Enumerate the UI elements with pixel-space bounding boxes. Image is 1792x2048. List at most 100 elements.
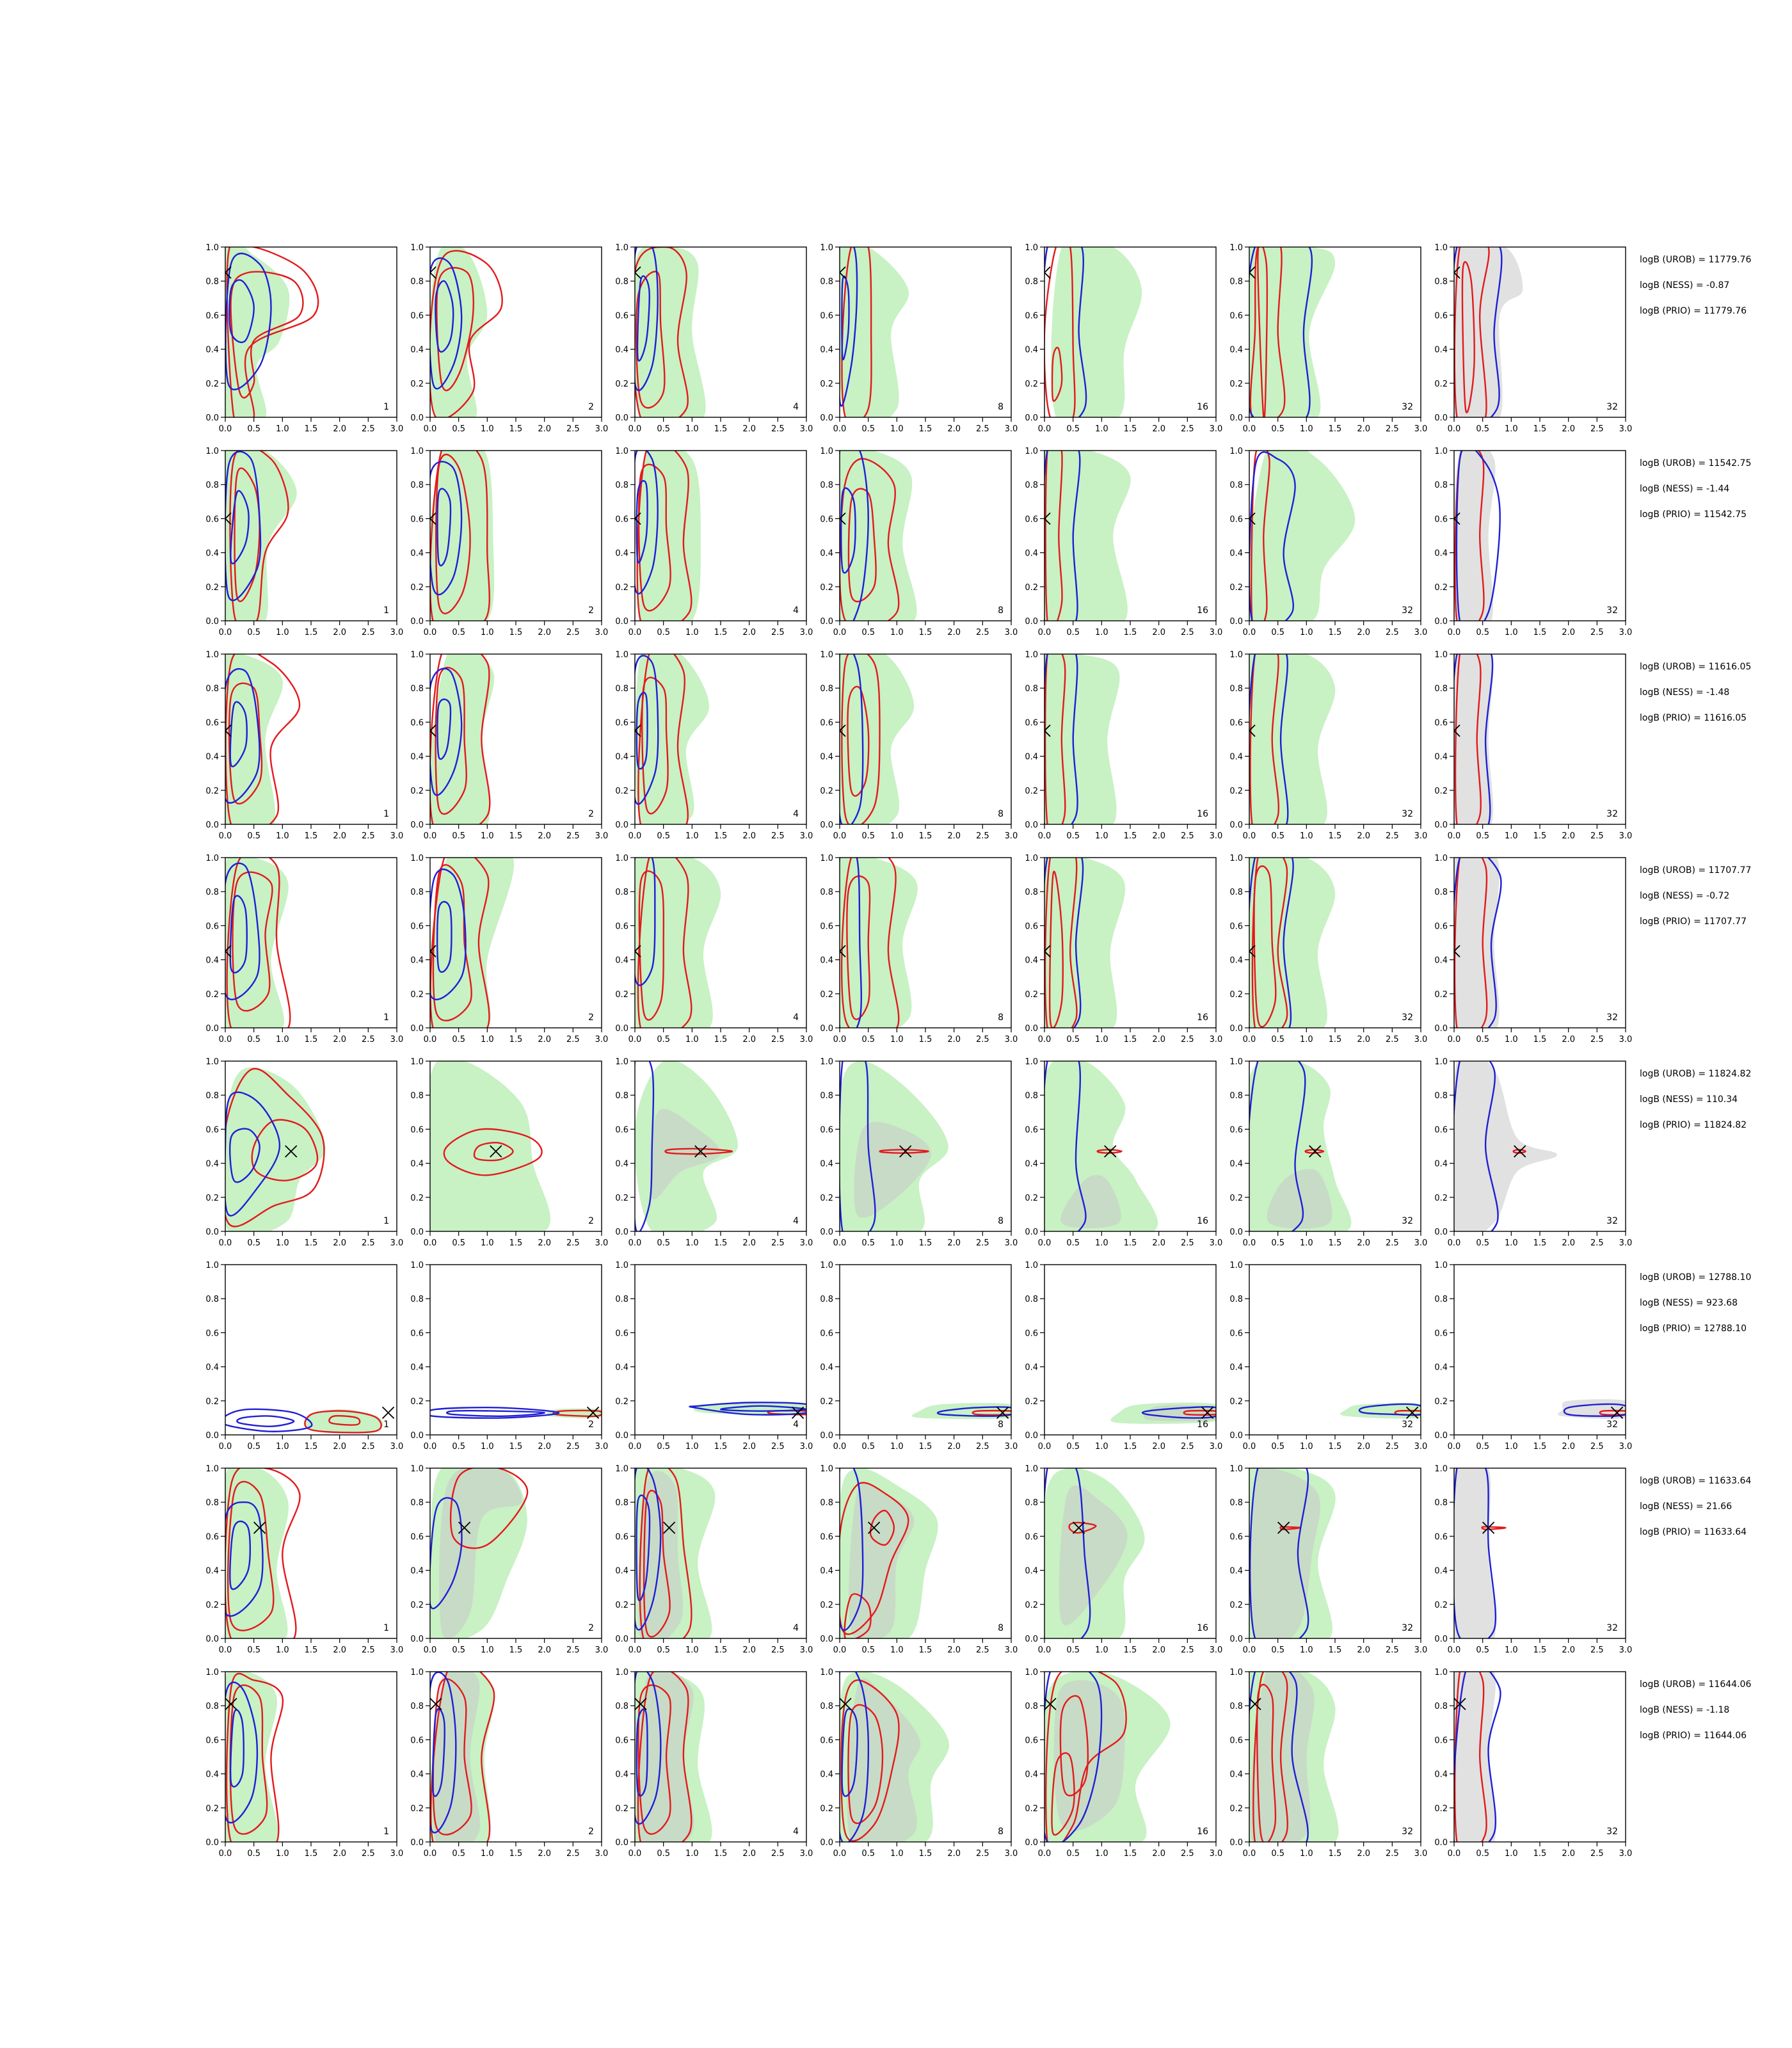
panel-r3-c3: 0.0 0.5 1.0 1.5 2.0 2.5 3.0 0.0 0.2 0.4 0.6 0.8 1.0 4 <box>615 650 813 841</box>
panel-contours <box>1249 1468 1336 1638</box>
green-density-region <box>430 858 514 1028</box>
x-tick-label: 0.5 <box>247 424 260 434</box>
x-tick-label: 0.0 <box>424 424 437 434</box>
panel-count-label: 16 <box>1197 605 1208 616</box>
x-tick-label: 2.0 <box>1562 831 1575 841</box>
red-contour <box>1454 858 1488 1028</box>
x-tick-label: 0.0 <box>628 1849 642 1859</box>
panel-r7-c7: 0.0 0.5 1.0 1.5 2.0 2.5 3.0 0.0 0.2 0.4 0.6 0.8 1.0 3… <box>1434 1464 1632 1655</box>
x-tick-label: 1.0 <box>1300 1645 1313 1655</box>
y-tick-label: 1.0 <box>1434 1464 1448 1474</box>
blue-contour <box>1249 1672 1309 1842</box>
y-tick-label: 0.0 <box>410 1635 424 1644</box>
blue-contour <box>431 1708 445 1797</box>
y-tick-label: 0.0 <box>1434 1431 1448 1441</box>
truth-marker <box>225 724 232 737</box>
panel-r4-c6: 0.0 0.5 1.0 1.5 2.0 2.5 3.0 0.0 0.2 0.4 0.6 0.8 1.0 3… <box>1229 854 1427 1044</box>
panel-count-label: 8 <box>998 402 1004 412</box>
x-tick-label: 1.5 <box>305 1442 318 1452</box>
y-tick-label: 0.2 <box>410 583 424 593</box>
y-tick-label: 0.2 <box>1434 990 1448 1000</box>
x-tick-label: 0.5 <box>657 628 670 637</box>
logb-line: logB (NESS) = -1.44 <box>1640 484 1729 494</box>
x-tick-label: 1.0 <box>1300 1849 1313 1859</box>
truth-marker <box>840 512 846 525</box>
red-contour <box>328 1415 361 1426</box>
y-tick-label: 0.4 <box>410 1567 424 1576</box>
y-tick-label: 0.0 <box>205 1024 219 1034</box>
x-tick-label: 0.5 <box>657 1645 670 1655</box>
x-tick-label: 3.0 <box>1414 1645 1428 1655</box>
y-tick-label: 0.6 <box>205 515 219 524</box>
x-tick-label: 3.0 <box>390 1849 404 1859</box>
x-tick-label: 1.0 <box>276 424 289 434</box>
x-tick-label: 3.0 <box>595 1238 609 1248</box>
y-tick-label: 0.4 <box>820 1160 833 1169</box>
y-tick-label: 0.6 <box>410 1532 424 1542</box>
x-tick-label: 1.5 <box>714 831 728 841</box>
y-tick-label: 0.6 <box>1025 515 1038 524</box>
red-contour <box>226 247 319 417</box>
x-tick-label: 1.5 <box>1329 1849 1342 1859</box>
panel-contours <box>912 1403 1011 1420</box>
panel-r2-c2: 0.0 0.5 1.0 1.5 2.0 2.5 3.0 0.0 0.2 0.4 0.6 0.8 1.0 2 <box>410 447 608 637</box>
x-tick-label: 3.0 <box>1005 1645 1018 1655</box>
logb-line: logB (UROB) = 11644.06 <box>1640 1679 1751 1690</box>
blue-contour <box>430 461 463 596</box>
panel-count-label: 1 <box>383 1216 389 1226</box>
panel-r1-c4: 0.0 0.5 1.0 1.5 2.0 2.5 3.0 0.0 0.2 0.4 0.6 0.8 1.0 8 <box>820 243 1018 434</box>
green-density-region <box>636 451 701 621</box>
panel-r7-c5: 0.0 0.5 1.0 1.5 2.0 2.5 3.0 0.0 0.2 0.4 0.6 0.8 1.0 1… <box>1025 1464 1222 1655</box>
green-density-region <box>635 654 710 824</box>
blue-contour <box>1249 1061 1306 1231</box>
panel-r8-c4: 0.0 0.5 1.0 1.5 2.0 2.5 3.0 0.0 0.2 0.4 0.6 0.8 1.0 8 <box>820 1668 1018 1859</box>
x-tick-label: 0.5 <box>861 1035 875 1044</box>
red-contour <box>234 467 260 602</box>
x-tick-label: 3.0 <box>1619 424 1633 434</box>
x-tick-label: 2.0 <box>1152 628 1165 637</box>
y-tick-label: 0.6 <box>820 1125 833 1135</box>
y-tick-label: 0.2 <box>1025 1397 1038 1407</box>
y-tick-label: 0.6 <box>205 922 219 931</box>
blue-contour <box>936 1406 1011 1417</box>
logb-annotations-r8: logB (UROB) = 11644.06 logB (NESS) = -1.1… <box>1640 1679 1751 1741</box>
y-tick-label: 0.8 <box>820 277 833 287</box>
x-tick-label: 1.5 <box>1329 1035 1342 1044</box>
y-tick-label: 1.0 <box>615 1057 628 1067</box>
x-tick-label: 2.5 <box>1181 1442 1194 1452</box>
y-tick-label: 1.0 <box>1025 854 1038 863</box>
x-tick-label: 2.0 <box>742 1035 756 1044</box>
x-tick-label: 0.0 <box>833 628 847 637</box>
y-tick-label: 0.4 <box>1229 753 1243 762</box>
x-tick-label: 2.5 <box>1386 1442 1399 1452</box>
y-tick-label: 0.8 <box>205 1091 219 1101</box>
truth-marker <box>1454 945 1460 957</box>
panel-count-label: 4 <box>793 1420 799 1430</box>
panel-r5-c3: 0.0 0.5 1.0 1.5 2.0 2.5 3.0 0.0 0.2 0.4 0.6 0.8 1.0 4 <box>615 1057 813 1248</box>
y-tick-label: 0.4 <box>1025 1567 1038 1576</box>
blue-contour <box>719 1405 806 1412</box>
y-tick-label: 0.6 <box>1025 1736 1038 1745</box>
x-tick-label: 1.5 <box>919 1645 932 1655</box>
y-tick-label: 0.2 <box>820 380 833 389</box>
grey-density-region <box>1251 1468 1320 1638</box>
red-contour <box>637 1672 692 1842</box>
x-tick-label: 2.5 <box>1590 424 1604 434</box>
y-tick-label: 0.2 <box>205 1397 219 1407</box>
y-tick-label: 0.6 <box>615 1736 628 1745</box>
panel-r4-c5: 0.0 0.5 1.0 1.5 2.0 2.5 3.0 0.0 0.2 0.4 0.6 0.8 1.0 1… <box>1025 854 1222 1044</box>
blue-contour <box>636 480 648 564</box>
x-tick-label: 1.5 <box>919 1849 932 1859</box>
y-tick-label: 0.2 <box>820 1397 833 1407</box>
red-contour <box>304 1410 382 1434</box>
logb-line: logB (NESS) = -1.48 <box>1640 687 1729 698</box>
y-tick-label: 0.0 <box>820 1635 833 1644</box>
x-tick-label: 0.0 <box>1448 628 1461 637</box>
red-contour <box>443 1128 543 1176</box>
y-tick-label: 0.8 <box>615 1091 628 1101</box>
y-tick-label: 0.4 <box>205 1770 219 1780</box>
red-contour <box>430 1672 495 1842</box>
x-tick-label: 1.0 <box>481 1849 494 1859</box>
x-tick-label: 1.0 <box>890 628 904 637</box>
blue-contour <box>225 1681 259 1824</box>
